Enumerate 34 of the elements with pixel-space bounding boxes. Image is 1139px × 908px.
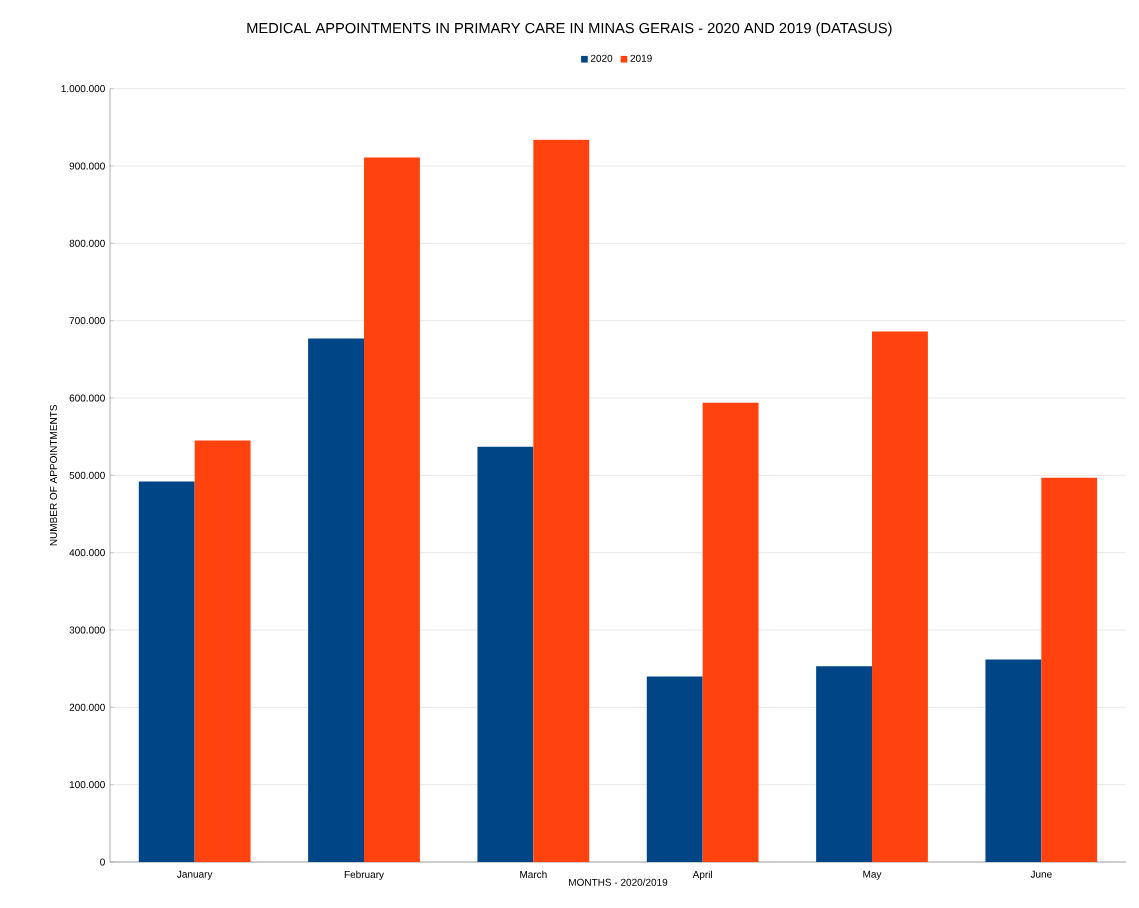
y-tick-label: 500.000 [69, 471, 105, 479]
y-tick-label: 0 [100, 858, 105, 866]
bar [702, 402, 759, 862]
bar [985, 659, 1042, 862]
legend-label: 2019 [630, 54, 652, 62]
bar [308, 338, 364, 862]
bar [477, 446, 534, 862]
bar [646, 676, 703, 862]
chart-title: MEDICAL APPOINTMENTS IN PRIMARY CARE IN MINAS GERAIS - 2020 AND 2019 (DATASUS) [247, 22, 892, 37]
y-tick-label: 100.000 [69, 781, 105, 789]
x-tick-label: January [177, 870, 213, 880]
x-tick-label: March [520, 870, 547, 879]
x-tick-label: May [863, 870, 882, 880]
y-tick-label: 800.000 [69, 239, 105, 247]
bar [364, 157, 420, 862]
bar [816, 666, 872, 862]
y-tick-label: 300.000 [69, 626, 105, 634]
x-tick-label: April [692, 870, 712, 881]
bar [194, 440, 251, 862]
bar [872, 331, 928, 862]
x-tick-label: June [1030, 870, 1052, 878]
y-tick-label: 600.000 [69, 394, 105, 402]
bar [533, 139, 590, 862]
x-tick-label: February [344, 870, 384, 881]
y-axis-title: NUMBER OF APPOINTMENTS [49, 404, 57, 546]
x-axis-title: MONTHS - 2020/2019 [569, 878, 668, 886]
legend-label: 2020 [590, 54, 613, 62]
bar [1041, 477, 1098, 862]
y-tick-label: 1.000.000 [61, 85, 105, 93]
y-tick-label: 700.000 [69, 317, 105, 325]
bar [138, 481, 195, 862]
y-tick-label: 200.000 [69, 703, 105, 711]
y-tick-label: 400.000 [69, 549, 105, 557]
y-tick-label: 900.000 [69, 162, 105, 170]
